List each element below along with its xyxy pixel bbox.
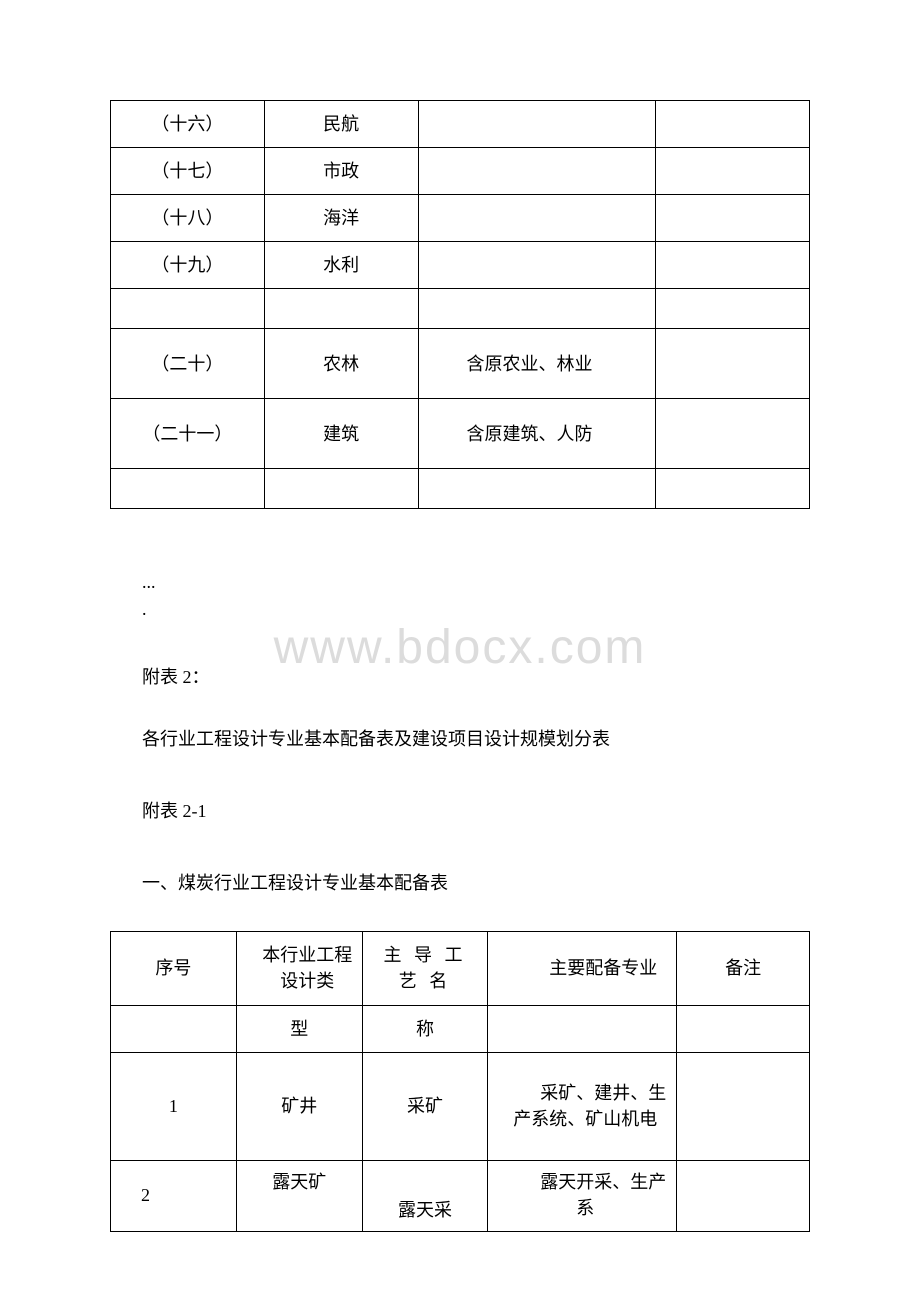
section-heading: 一、煤炭行业工程设计专业基本配备表 — [142, 869, 810, 895]
cell-extra — [656, 148, 810, 195]
cell-index — [111, 469, 265, 509]
table-row: （十六） 民航 — [111, 101, 810, 148]
ellipsis-block: ... . — [142, 569, 810, 623]
section-block: 附表 2： 各行业工程设计专业基本配备表及建设项目设计规模划分表 附表 2-1 … — [142, 663, 810, 895]
table-header-row: 序号 本行业工程设计类 主 导 工 艺 名 主要配备专业 备注 — [111, 932, 810, 1005]
table-row: （十九） 水利 — [111, 242, 810, 289]
cell-note: 含原农业、林业 — [418, 329, 656, 399]
table-subheader-row: 型 称 — [111, 1005, 810, 1052]
cell-specialty: 采矿、建井、生产系统、矿山机电 — [488, 1052, 677, 1160]
cell-name: 建筑 — [264, 399, 418, 469]
cell-note — [418, 242, 656, 289]
cell-type: 矿井 — [236, 1052, 362, 1160]
col-subheader — [677, 1005, 810, 1052]
cell-index: （十六） — [111, 101, 265, 148]
ellipsis-line: . — [142, 596, 810, 623]
cell-note: 含原建筑、人防 — [418, 399, 656, 469]
cell-index: （十七） — [111, 148, 265, 195]
col-subheader: 称 — [362, 1005, 488, 1052]
cell-type: 露天矿 — [236, 1160, 362, 1231]
cell-extra — [656, 399, 810, 469]
cell-name — [264, 289, 418, 329]
coal-design-table: 序号 本行业工程设计类 主 导 工 艺 名 主要配备专业 备注 型 称 1 矿井… — [110, 931, 810, 1231]
cell-note — [418, 195, 656, 242]
col-subheader — [111, 1005, 237, 1052]
col-header: 序号 — [111, 932, 237, 1005]
attachment-title: 各行业工程设计专业基本配备表及建设项目设计规模划分表 — [142, 725, 810, 751]
attachment-label: 附表 2： — [142, 663, 810, 689]
cell-note — [418, 289, 656, 329]
cell-name: 海洋 — [264, 195, 418, 242]
table-row: （二十一） 建筑 含原建筑、人防 — [111, 399, 810, 469]
col-header: 备注 — [677, 932, 810, 1005]
cell-index: （十八） — [111, 195, 265, 242]
cell-extra — [656, 242, 810, 289]
col-header: 主要配备专业 — [488, 932, 677, 1005]
table-row: （十八） 海洋 — [111, 195, 810, 242]
table-row: （十七） 市政 — [111, 148, 810, 195]
cell-seq: 1 — [111, 1052, 237, 1160]
cell-name — [264, 469, 418, 509]
cell-note — [418, 469, 656, 509]
ellipsis-line: ... — [142, 569, 810, 596]
cell-specialty: 露天开采、生产系 — [488, 1160, 677, 1231]
cell-extra — [656, 469, 810, 509]
cell-extra — [656, 289, 810, 329]
cell-extra — [656, 195, 810, 242]
col-subheader: 型 — [236, 1005, 362, 1052]
cell-extra — [656, 101, 810, 148]
table-row: 2 露天矿 露天采 露天开采、生产系 — [111, 1160, 810, 1231]
cell-remark — [677, 1052, 810, 1160]
cell-index: （二十） — [111, 329, 265, 399]
col-header: 本行业工程设计类 — [236, 932, 362, 1005]
cell-seq: 2 — [111, 1160, 237, 1231]
col-header: 主 导 工 艺 名 — [362, 932, 488, 1005]
attachment-sublabel: 附表 2-1 — [142, 797, 810, 823]
cell-process: 采矿 — [362, 1052, 488, 1160]
table-row — [111, 289, 810, 329]
cell-remark — [677, 1160, 810, 1231]
cell-index: （十九） — [111, 242, 265, 289]
cell-index — [111, 289, 265, 329]
cell-name: 市政 — [264, 148, 418, 195]
cell-name: 农林 — [264, 329, 418, 399]
table-row: （二十） 农林 含原农业、林业 — [111, 329, 810, 399]
table-row — [111, 469, 810, 509]
cell-name: 水利 — [264, 242, 418, 289]
cell-extra — [656, 329, 810, 399]
industry-table: （十六） 民航 （十七） 市政 （十八） 海洋 （十九） 水利 — [110, 100, 810, 509]
cell-name: 民航 — [264, 101, 418, 148]
document-page: （十六） 民航 （十七） 市政 （十八） 海洋 （十九） 水利 — [0, 0, 920, 1292]
cell-process: 露天采 — [362, 1160, 488, 1231]
col-subheader — [488, 1005, 677, 1052]
table-row: 1 矿井 采矿 采矿、建井、生产系统、矿山机电 — [111, 1052, 810, 1160]
cell-note — [418, 148, 656, 195]
cell-index: （二十一） — [111, 399, 265, 469]
cell-note — [418, 101, 656, 148]
